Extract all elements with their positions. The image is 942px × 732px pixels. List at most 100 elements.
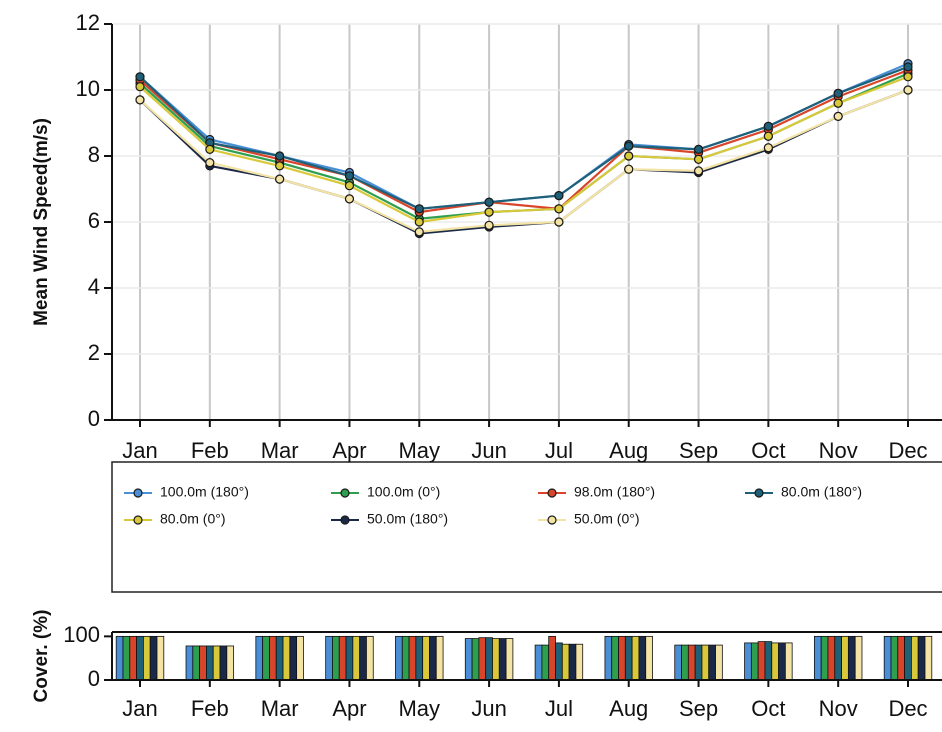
bar: [897, 635, 905, 681]
data-point: [344, 194, 355, 204]
bar: [924, 635, 933, 681]
bar: [492, 638, 500, 681]
x-tick-label: Aug: [609, 438, 648, 463]
x-tick-label: Mar: [261, 696, 299, 721]
bar: [408, 635, 417, 681]
bar: [911, 635, 919, 681]
legend-marker: [133, 515, 143, 525]
x-tick-label: Jan: [122, 696, 157, 721]
bar: [142, 635, 151, 681]
series-line: [139, 75, 909, 224]
x-tick-label: Jun: [471, 696, 506, 721]
bar: [568, 643, 577, 681]
x-tick-label: Mar: [261, 438, 299, 463]
bar: [611, 635, 619, 681]
x-tick-label: Apr: [332, 438, 366, 463]
bar: [904, 635, 912, 681]
x-tick-label: Feb: [191, 696, 229, 721]
bar: [541, 644, 550, 681]
data-point: [554, 204, 564, 214]
x-tick-label: Dec: [888, 438, 927, 463]
bar: [883, 635, 892, 681]
bar: [226, 645, 235, 681]
bar: [122, 635, 131, 681]
bar: [149, 635, 158, 681]
bar: [289, 635, 298, 681]
data-point: [414, 227, 424, 237]
data-point: [344, 171, 355, 181]
data-point: [833, 88, 843, 98]
bar: [638, 635, 647, 681]
bar: [156, 635, 165, 681]
legend-label: 98.0m (180°): [574, 484, 655, 500]
series-line: [139, 88, 909, 235]
legend-marker: [340, 515, 350, 525]
bar: [694, 644, 703, 681]
x-tick-label: May: [398, 696, 440, 721]
legend-label: 50.0m (0°): [574, 511, 640, 527]
bar: [917, 635, 926, 681]
bar: [275, 635, 284, 681]
bar: [681, 644, 689, 681]
x-tick-label: Sep: [679, 696, 718, 721]
bar: [505, 638, 514, 681]
data-point: [763, 121, 773, 131]
bar: [604, 635, 613, 681]
bar: [352, 635, 361, 681]
data-point: [484, 207, 494, 217]
x-tick-label: Nov: [819, 696, 858, 721]
bar: [645, 635, 653, 681]
bar: [674, 644, 682, 681]
bar: [701, 644, 710, 681]
series-line: [139, 69, 909, 214]
bar: [269, 635, 277, 681]
bar: [624, 635, 633, 681]
bar: [345, 635, 354, 681]
y-axis-title: Mean Wind Speed(m/s): [31, 118, 52, 326]
bar: [471, 638, 480, 681]
bar: [129, 635, 138, 681]
bar: [395, 635, 403, 681]
x-tick-label: May: [398, 438, 440, 463]
x-tick-label: Sep: [679, 438, 718, 463]
bar: [366, 635, 374, 681]
legend-label: 80.0m (0°): [160, 511, 226, 527]
bar: [764, 641, 773, 681]
bar: [485, 637, 493, 681]
bar: [618, 635, 626, 681]
bar: [555, 642, 563, 681]
legend-box: [111, 461, 942, 593]
bar: [296, 635, 304, 681]
bar: [847, 635, 856, 681]
data-point: [763, 143, 773, 153]
data-point: [624, 164, 634, 174]
legend-label: 50.0m (180°): [367, 511, 448, 527]
bar: [715, 644, 723, 681]
y-tick-label: 8: [88, 142, 100, 167]
data-point: [624, 151, 634, 161]
y-tick-label: 0: [88, 666, 100, 691]
x-tick-label: Oct: [751, 438, 785, 463]
legend-marker: [754, 488, 764, 498]
data-point: [624, 141, 634, 151]
data-point: [484, 220, 494, 230]
data-point: [414, 217, 424, 227]
bar: [757, 641, 766, 681]
bar: [282, 635, 291, 681]
bar: [332, 635, 340, 681]
bar: [185, 645, 194, 681]
bar: [136, 635, 144, 681]
bar: [464, 638, 473, 681]
x-tick-label: Jul: [545, 696, 573, 721]
y-tick-label: 12: [76, 10, 100, 35]
legend-marker: [547, 488, 557, 498]
bar: [199, 645, 207, 681]
bar: [841, 635, 849, 681]
x-tick-label: Oct: [751, 696, 785, 721]
data-point: [135, 95, 145, 105]
bar: [262, 635, 270, 681]
y-tick-label: 0: [88, 406, 100, 431]
bar: [429, 635, 437, 681]
data-point: [205, 158, 215, 168]
